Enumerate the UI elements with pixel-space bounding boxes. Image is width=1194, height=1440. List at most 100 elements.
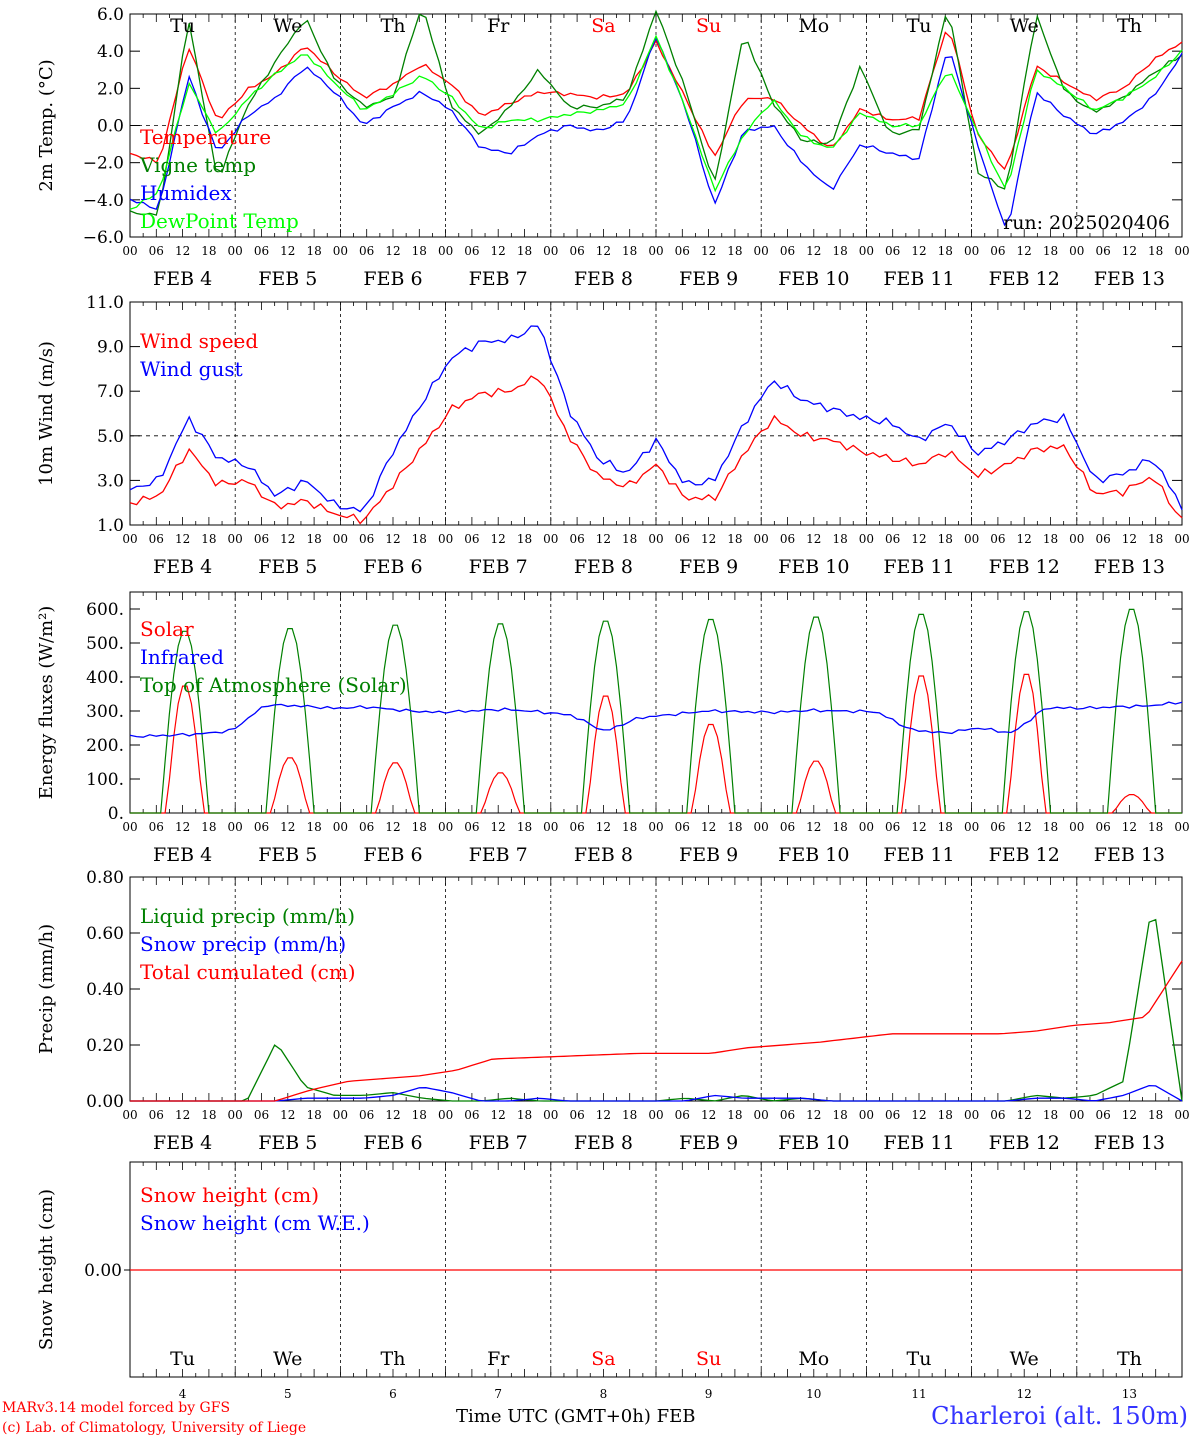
date-label: FEB 11: [883, 844, 954, 866]
date-label: FEB 4: [153, 844, 212, 866]
hour-tick-label: 00: [1069, 532, 1084, 546]
y-tick-label: 0.60: [86, 924, 124, 944]
hour-tick-label: 06: [149, 820, 164, 834]
hour-tick-label: 12: [1017, 532, 1032, 546]
hour-tick-label: 00: [1174, 244, 1189, 258]
hour-tick-label: 12: [280, 1108, 295, 1122]
hour-tick-label: 12: [1017, 244, 1032, 258]
hour-tick-label: 00: [543, 820, 558, 834]
legend-entry: Vigne temp: [139, 153, 256, 177]
day-of-week-label: Fr: [487, 15, 510, 37]
y-tick-label: 500.: [86, 634, 124, 654]
day-of-week-label: Tu: [170, 15, 195, 37]
series-line: [129, 31, 1183, 171]
y-tick-label: 7.0: [97, 382, 124, 402]
y-tick-label: 600.: [86, 600, 124, 620]
hour-tick-label: 00: [333, 820, 348, 834]
hour-tick-label: 12: [596, 1108, 611, 1122]
y-tick-label: 0.20: [86, 1036, 124, 1056]
day-of-week-label: Sa: [591, 15, 615, 37]
hour-tick-label: 18: [727, 820, 742, 834]
hour-tick-label: 06: [780, 1108, 795, 1122]
date-label: FEB 13: [1094, 556, 1165, 578]
legend-entry: Top of Atmosphere (Solar): [140, 673, 407, 697]
date-label: FEB 6: [363, 268, 422, 290]
hour-tick-label: 18: [727, 1108, 742, 1122]
hour-tick-label: 18: [306, 532, 321, 546]
date-label: FEB 7: [469, 844, 528, 866]
hour-tick-label: 00: [1174, 820, 1189, 834]
hour-tick-label: 00: [859, 820, 874, 834]
hour-tick-label: 12: [1122, 532, 1137, 546]
hour-tick-label: 06: [780, 532, 795, 546]
hour-tick-label: 00: [438, 532, 453, 546]
hour-tick-label: 12: [491, 1108, 506, 1122]
hour-tick-label: 18: [517, 820, 532, 834]
y-axis-label: Snow height (cm): [36, 1189, 57, 1350]
hour-tick-label: 00: [648, 244, 663, 258]
day-of-week-label: Mo: [798, 1348, 829, 1370]
date-label: FEB 12: [989, 556, 1060, 578]
hour-tick-label: 12: [385, 244, 400, 258]
date-label: FEB 11: [883, 1132, 954, 1154]
hour-tick-label: 12: [175, 244, 190, 258]
hour-tick-label: 00: [754, 1108, 769, 1122]
day-of-week-label: Su: [696, 1348, 721, 1370]
hour-tick-label: 18: [727, 532, 742, 546]
hour-tick-label: 12: [596, 820, 611, 834]
hour-tick-label: 06: [569, 244, 584, 258]
hour-tick-label: 00: [438, 244, 453, 258]
hour-tick-label: 00: [964, 1108, 979, 1122]
y-axis-label: 2m Temp. (°C): [36, 59, 57, 191]
hour-tick-label: 12: [701, 532, 716, 546]
day-of-week-label: Th: [1117, 1348, 1142, 1370]
hour-tick-label: 18: [938, 244, 953, 258]
hour-tick-label: 00: [859, 1108, 874, 1122]
hour-tick-label: 00: [122, 244, 137, 258]
hour-tick-label: 06: [885, 1108, 900, 1122]
y-tick-label: 300.: [86, 702, 124, 722]
hour-tick-label: 00: [964, 244, 979, 258]
hour-tick-label: 18: [1043, 532, 1058, 546]
hour-tick-label: 00: [228, 532, 243, 546]
date-label: FEB 10: [778, 1132, 849, 1154]
hour-tick-label: 18: [201, 1108, 216, 1122]
hour-tick-label: 18: [1043, 244, 1058, 258]
hour-tick-label: 00: [1069, 244, 1084, 258]
hour-tick-label: 12: [175, 1108, 190, 1122]
hour-tick-label: 06: [464, 1108, 479, 1122]
hour-tick-label: 06: [1095, 1108, 1110, 1122]
hour-tick-label: 06: [885, 532, 900, 546]
y-tick-label: 6.0: [97, 5, 124, 25]
date-label: FEB 9: [679, 556, 738, 578]
legend-entry: Snow height (cm): [140, 1183, 319, 1207]
hour-tick-label: 12: [1017, 1108, 1032, 1122]
hour-tick-label: 18: [412, 244, 427, 258]
date-label: FEB 4: [153, 268, 212, 290]
hour-tick-label: 00: [122, 820, 137, 834]
y-tick-label: 0.80: [86, 868, 124, 888]
hour-tick-label: 00: [964, 532, 979, 546]
y-tick-label: 2.0: [97, 79, 124, 99]
date-label: FEB 8: [574, 268, 633, 290]
hour-tick-label: 18: [412, 532, 427, 546]
hour-tick-label: 06: [149, 244, 164, 258]
hour-tick-label: 18: [517, 532, 532, 546]
hour-tick-label: 18: [306, 820, 321, 834]
hour-tick-label: 12: [175, 820, 190, 834]
hour-tick-label: 12: [806, 532, 821, 546]
y-axis-label: Precip (mm/h): [36, 924, 57, 1054]
hour-tick-label: 00: [228, 820, 243, 834]
hour-tick-label: 00: [1174, 532, 1189, 546]
hour-tick-label: 12: [1122, 820, 1137, 834]
hour-tick-label: 18: [201, 244, 216, 258]
hour-tick-label: 00: [1174, 1108, 1189, 1122]
day-of-week-label: We: [1010, 1348, 1039, 1370]
day-number-label: 6: [389, 1387, 397, 1401]
hour-tick-label: 00: [543, 244, 558, 258]
date-label: FEB 10: [778, 268, 849, 290]
hour-tick-label: 12: [701, 820, 716, 834]
panel-frame-1: [129, 13, 1183, 238]
hour-tick-label: 06: [464, 532, 479, 546]
model-credit: MARv3.14 model forced by GFS: [2, 1400, 231, 1416]
